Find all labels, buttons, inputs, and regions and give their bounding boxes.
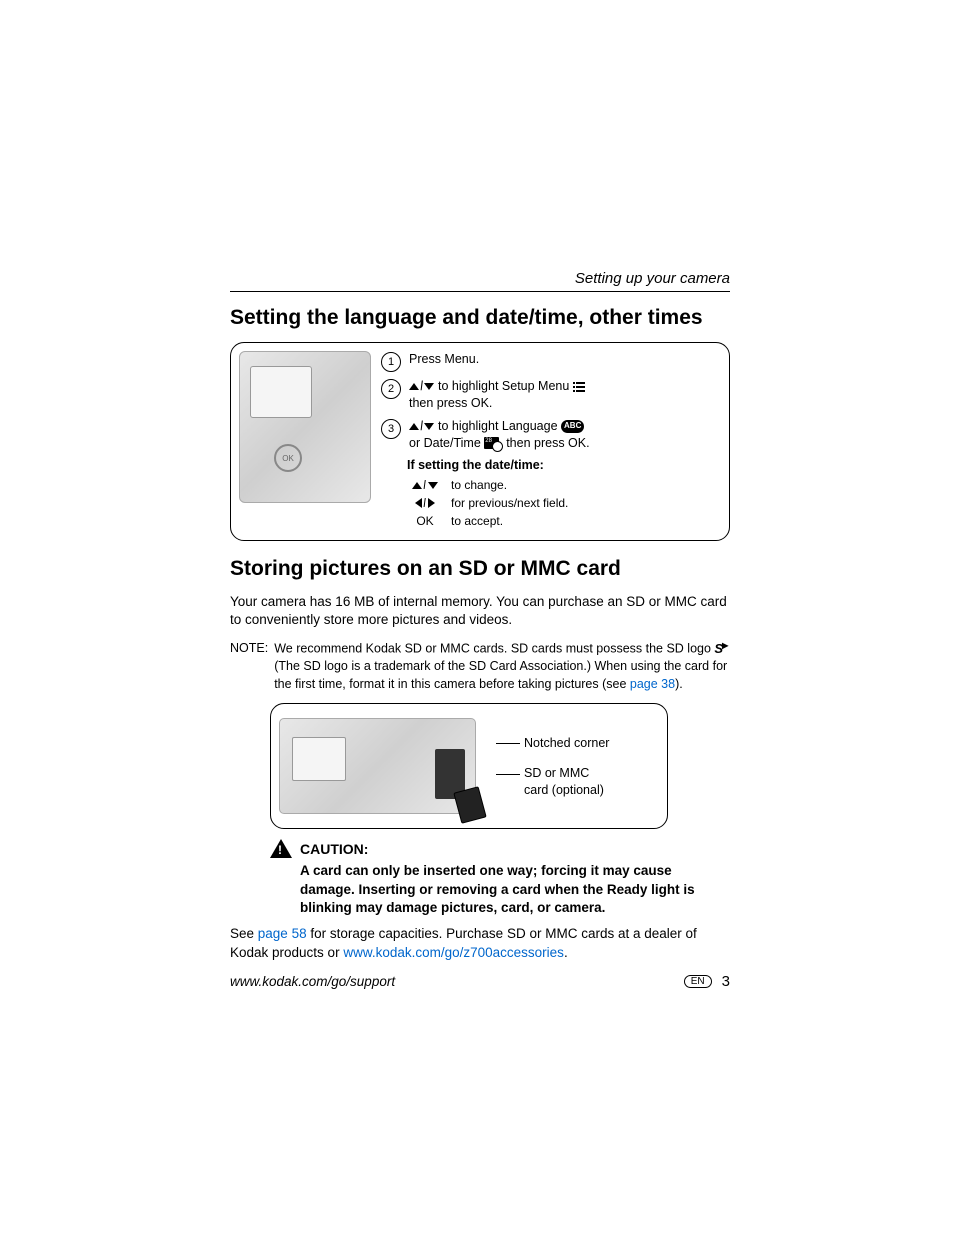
arrow-up-icon xyxy=(409,423,419,430)
diagram-steps: 1 Press Menu. 2 / to highlight Setup Men… xyxy=(230,342,730,541)
sub-row-change: / to change. xyxy=(407,478,719,492)
step-1: 1 Press Menu. xyxy=(381,351,719,372)
caution-text: A card can only be inserted one way; for… xyxy=(300,862,730,917)
sub-text: to change. xyxy=(451,478,507,492)
step-3: 3 / to highlight Language ABC or Date/Ti… xyxy=(381,418,719,452)
caution-icon xyxy=(270,839,292,858)
diagram-card-insert: Notched corner SD or MMC card (optional) xyxy=(270,703,668,829)
note-label: NOTE: xyxy=(230,640,268,693)
step-number: 1 xyxy=(381,352,401,372)
arrow-down-icon xyxy=(424,383,434,390)
sd-card xyxy=(453,787,486,825)
sub-text: to accept. xyxy=(451,514,503,528)
note-block: NOTE: We recommend Kodak SD or MMC cards… xyxy=(230,640,730,693)
note-text: ). xyxy=(675,677,683,691)
callout-card-a: SD or MMC xyxy=(524,766,589,780)
sub-row-accept: OK to accept. xyxy=(407,514,719,528)
sub-row-field: / for previous/next field. xyxy=(407,496,719,510)
step-text-part: or Date/Time xyxy=(409,436,481,450)
step-text-part: , then press OK. xyxy=(499,436,589,450)
step-number: 2 xyxy=(381,379,401,399)
language-abc-icon: ABC xyxy=(561,420,584,433)
arrow-right-icon xyxy=(428,498,435,508)
step-text: / to highlight Setup Menu then press OK. xyxy=(409,378,719,412)
step-text: / to highlight Language ABC or Date/Time… xyxy=(409,418,719,452)
language-badge: EN xyxy=(684,975,712,988)
callout-card-b: card (optional) xyxy=(524,783,604,797)
sub-heading: If setting the date/time: xyxy=(407,458,719,472)
callout-notched: Notched corner xyxy=(524,736,609,750)
arrow-down-icon xyxy=(428,482,438,489)
caution-label: CAUTION: xyxy=(300,841,368,857)
footer-url: www.kodak.com/go/support xyxy=(230,974,395,989)
section-header: Setting up your camera xyxy=(230,270,730,292)
ok-key: OK xyxy=(407,514,443,528)
step-number: 3 xyxy=(381,419,401,439)
page-footer: www.kodak.com/go/support EN 3 xyxy=(230,973,730,990)
body-paragraph-2: See page 58 for storage capacities. Purc… xyxy=(230,925,730,963)
link-page38[interactable]: page 38 xyxy=(630,677,675,691)
step-text-part: to highlight Setup Menu xyxy=(438,379,569,393)
arrow-left-icon xyxy=(415,498,422,508)
step-text-part: then press OK. xyxy=(409,396,492,410)
sub-text: for previous/next field. xyxy=(451,496,568,510)
heading-language-datetime: Setting the language and date/time, othe… xyxy=(230,306,730,330)
step-2: 2 / to highlight Setup Menu then press O… xyxy=(381,378,719,412)
sd-logo-icon: S xyxy=(714,640,727,658)
camera-illustration xyxy=(239,351,371,503)
heading-storing-pictures: Storing pictures on an SD or MMC card xyxy=(230,557,730,581)
setup-menu-icon xyxy=(573,382,585,392)
link-page58[interactable]: page 58 xyxy=(258,926,307,941)
arrow-down-icon xyxy=(424,423,434,430)
step-text: Press Menu. xyxy=(409,351,719,368)
page-number: 3 xyxy=(722,973,730,990)
note-text: We recommend Kodak SD or MMC cards. SD c… xyxy=(274,642,711,656)
camera-illustration-2 xyxy=(279,718,476,814)
arrow-up-icon xyxy=(412,482,422,489)
body-paragraph: Your camera has 16 MB of internal memory… xyxy=(230,593,730,631)
link-accessories[interactable]: www.kodak.com/go/z700accessories xyxy=(343,945,564,960)
datetime-icon: 28 xyxy=(484,437,499,449)
arrow-up-icon xyxy=(409,383,419,390)
step-text-part: to highlight Language xyxy=(438,419,558,433)
